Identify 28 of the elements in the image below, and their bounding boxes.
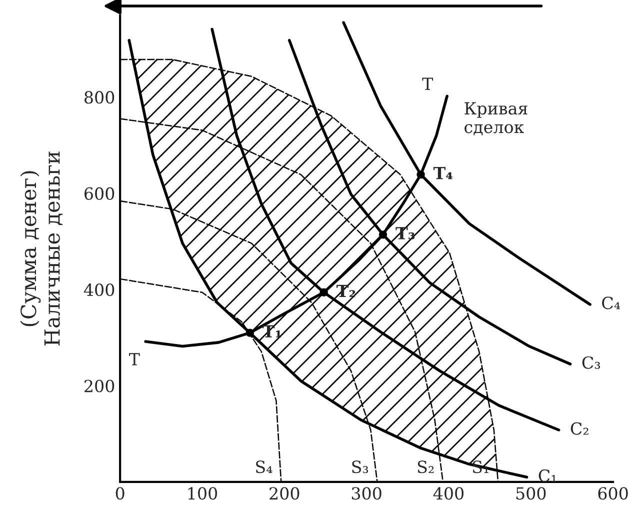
series-label: T xyxy=(129,353,140,366)
y-axis-title: (Сумма денег) Наличные деньги xyxy=(20,152,63,346)
y-tick-label: 400 xyxy=(84,283,114,296)
x-tick-label: 200 xyxy=(270,487,300,500)
y-tick-label: 800 xyxy=(84,91,114,104)
series-label: S₂ xyxy=(418,460,434,474)
annotation: T₄ xyxy=(433,166,452,180)
series-label: C₂ xyxy=(570,422,588,435)
point xyxy=(416,170,425,179)
x-tick-label: 300 xyxy=(352,487,382,500)
annotation: T xyxy=(422,78,434,90)
series-label: C₁ xyxy=(538,469,556,482)
y-tick-label: 200 xyxy=(84,380,114,392)
point xyxy=(320,288,328,297)
x-tick-label: 100 xyxy=(188,487,218,500)
annotation: Кривая сделок xyxy=(464,102,528,136)
point xyxy=(246,328,254,337)
point xyxy=(378,230,388,239)
x-tick-label: 500 xyxy=(516,487,546,500)
series-label: C₄ xyxy=(602,296,620,310)
x-tick-label: 600 xyxy=(598,487,628,500)
series-label: S₄ xyxy=(256,460,272,474)
series-label: S₃ xyxy=(352,460,368,474)
x-tick-label: 0 xyxy=(116,487,124,500)
y-tick-label: 600 xyxy=(84,187,114,200)
series-label: C₃ xyxy=(582,356,600,369)
series-label: S₁ xyxy=(472,460,488,474)
x-tick-label: 400 xyxy=(433,487,464,500)
